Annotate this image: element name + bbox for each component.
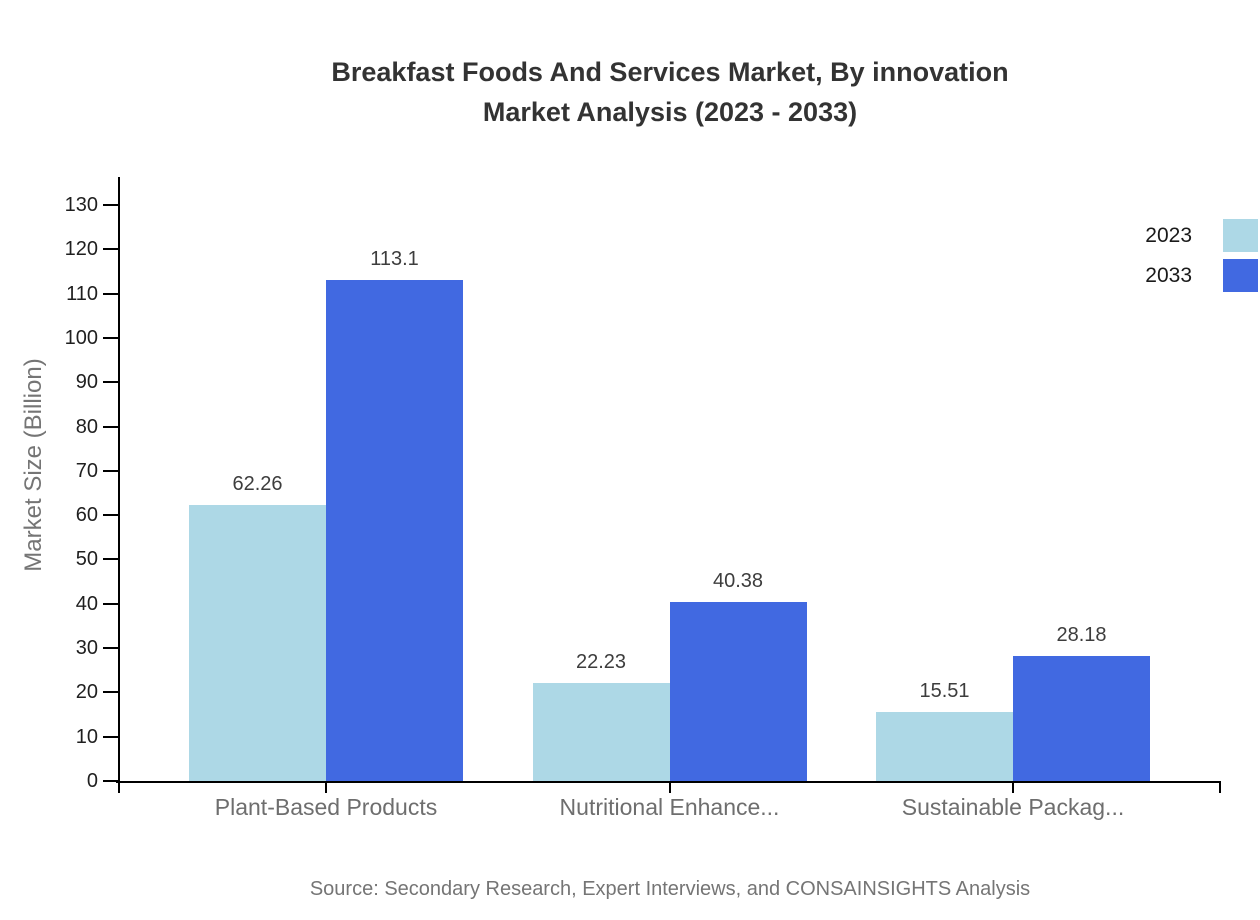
legend-item-2023: 2023 xyxy=(1145,219,1258,252)
y-tick xyxy=(103,780,118,782)
chart-title-line-1: Breakfast Foods And Services Market, By … xyxy=(331,57,1009,87)
category-label: Plant-Based Products xyxy=(214,794,438,820)
y-tick xyxy=(103,425,118,428)
y-tick-label: 60 xyxy=(75,504,98,527)
y-tick xyxy=(103,381,118,384)
y-tick xyxy=(103,514,118,517)
y-tick-label: 100 xyxy=(64,326,98,349)
x-axis-end-tick xyxy=(1219,781,1221,793)
y-axis-line xyxy=(118,177,120,793)
bar-2023 xyxy=(532,682,670,781)
y-tick-label: 70 xyxy=(75,459,98,482)
y-tick xyxy=(103,691,118,694)
bar-value-label: 40.38 xyxy=(712,570,764,593)
y-tick xyxy=(103,602,118,605)
x-tick xyxy=(1012,781,1014,793)
y-tick xyxy=(103,735,118,738)
bar-2023 xyxy=(189,505,326,781)
y-tick-label: 80 xyxy=(75,415,98,438)
source-note: Source: Secondary Research, Expert Inter… xyxy=(309,878,1031,900)
bar-value-label: 62.26 xyxy=(232,473,283,496)
legend: 2023 2033 xyxy=(1145,219,1258,299)
category-label: Sustainable Packag... xyxy=(901,794,1125,820)
y-tick xyxy=(103,248,118,251)
bar-2033 xyxy=(326,279,463,781)
y-tick-label: 130 xyxy=(64,194,98,216)
y-tick-label: 120 xyxy=(64,238,98,261)
y-tick xyxy=(103,558,118,561)
x-tick xyxy=(325,781,327,793)
y-tick-label: 10 xyxy=(75,725,98,748)
y-tick xyxy=(103,469,118,472)
bar-value-label: 113.1 xyxy=(370,247,419,270)
y-tick-label: 0 xyxy=(86,770,98,792)
y-tick-label: 40 xyxy=(75,592,98,615)
y-tick xyxy=(103,336,118,339)
legend-swatch-2023 xyxy=(1223,219,1258,252)
x-tick xyxy=(668,781,671,793)
y-tick-label: 20 xyxy=(75,681,98,704)
legend-label-2023: 2023 xyxy=(1145,223,1192,247)
chart-title: Breakfast Foods And Services Market, By … xyxy=(80,52,1260,132)
bar-2033 xyxy=(669,602,807,781)
y-tick-label: 50 xyxy=(75,548,98,571)
bar-value-label: 15.51 xyxy=(919,680,970,703)
legend-item-2033: 2033 xyxy=(1145,259,1258,292)
category-label: Nutritional Enhance... xyxy=(559,794,780,820)
bar-value-label: 22.23 xyxy=(575,650,627,673)
chart-title-line-2: Market Analysis (2023 - 2033) xyxy=(482,97,858,127)
y-tick xyxy=(103,647,118,650)
bar-value-label: 28.18 xyxy=(1056,624,1107,647)
legend-swatch-2033 xyxy=(1223,259,1258,292)
y-tick-label: 90 xyxy=(75,371,98,394)
y-tick xyxy=(103,292,118,295)
bar-2033 xyxy=(1013,656,1150,781)
y-tick xyxy=(103,204,118,206)
y-tick-label: 110 xyxy=(66,282,98,305)
y-tick-label: 30 xyxy=(75,637,98,660)
bar-2023 xyxy=(876,712,1013,781)
legend-label-2033: 2033 xyxy=(1145,263,1192,287)
